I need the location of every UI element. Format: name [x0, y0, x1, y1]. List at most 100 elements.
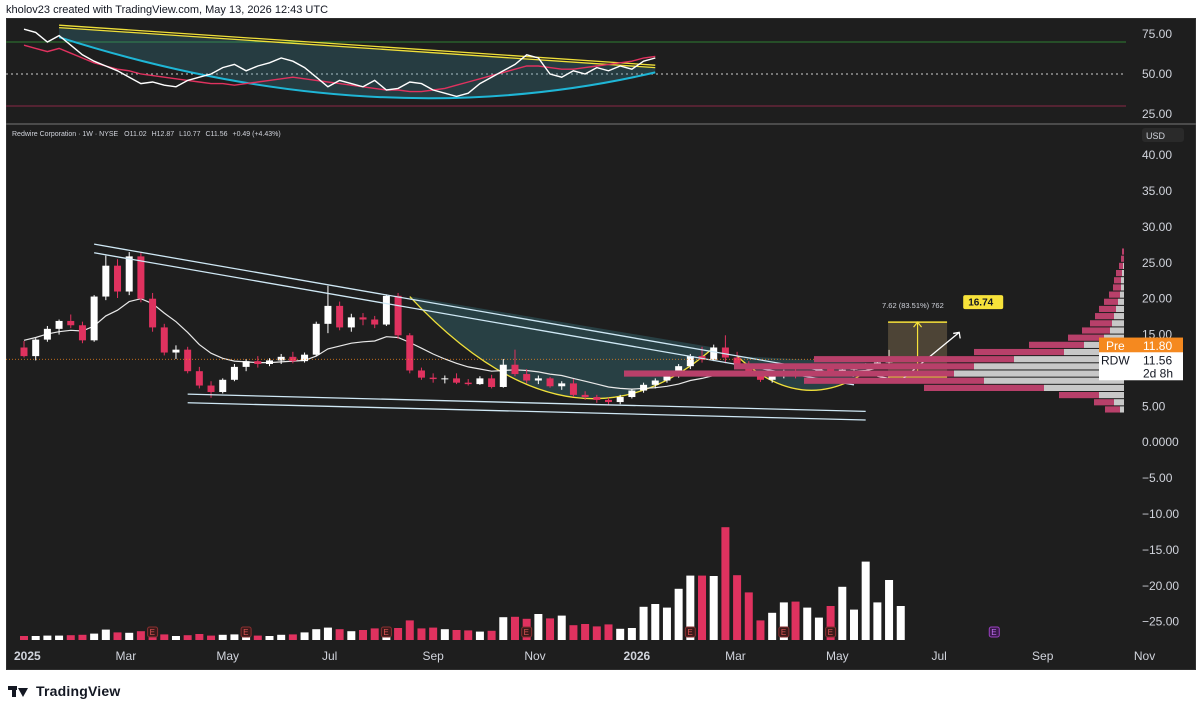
volume-bar — [429, 627, 438, 640]
candle-body — [301, 354, 309, 362]
candle-body — [640, 384, 648, 391]
volume-profile-bar-sell — [1094, 399, 1114, 406]
volume-bar — [510, 616, 519, 640]
volume-profile-bar-buy — [984, 377, 1124, 384]
candle — [78, 321, 86, 344]
volume-bar — [101, 629, 110, 640]
candle-body — [265, 360, 273, 365]
volume-profile-bar-buy — [1118, 298, 1124, 305]
volume-bar — [475, 631, 484, 640]
channel-upper-line — [94, 243, 855, 377]
volume-bar — [499, 617, 508, 640]
volume-bar — [160, 634, 169, 640]
time-tick-label: Mar — [725, 649, 746, 663]
rsi-trendline-1 — [59, 26, 656, 69]
candle-body — [406, 335, 414, 371]
volume-profile-bar-sell — [1109, 291, 1120, 298]
volume-bar — [113, 632, 122, 640]
volume-bar — [20, 636, 28, 640]
volume-bar — [546, 618, 555, 640]
candle-body — [605, 399, 612, 403]
volume-bar — [218, 634, 227, 640]
candle — [219, 378, 227, 394]
volume-profile-bar-sell — [1090, 320, 1112, 327]
volume-bar — [312, 629, 321, 640]
volume-bar — [78, 634, 87, 640]
chart[interactable]: 75.00 50.00 25.00 E E E E E E E E 2025 Mar May Jul Se… — [6, 18, 1196, 670]
volume-bar — [31, 636, 40, 640]
price-tick-label: 5.00 — [1142, 399, 1166, 413]
volume-profile-bar-sell — [1116, 270, 1122, 277]
volume-bar — [394, 628, 403, 640]
earnings-marker-label: E — [383, 628, 388, 637]
volume-bar — [557, 615, 566, 640]
svg-text:USD: USD — [1146, 131, 1166, 141]
candle-body — [137, 256, 145, 299]
last-price-badge — [1099, 352, 1183, 381]
earnings-marker-box — [825, 626, 837, 638]
drawing-overlays: 7.62 (83.51%) 762 16.74 Pre 11.80 RDW 11.562d… — [6, 243, 1183, 421]
earnings-marker: E — [240, 626, 252, 638]
price-tick-label: −20.00 — [1142, 579, 1179, 593]
volume-profile-bar-sell — [624, 370, 954, 377]
volume-bar — [452, 630, 461, 640]
candle — [265, 358, 273, 367]
volume-bar — [569, 625, 578, 640]
candle — [488, 374, 496, 389]
candle — [102, 255, 110, 301]
volume-profile-bar-buy — [1123, 262, 1124, 269]
time-tick-label: Sep — [1032, 649, 1054, 663]
candle-body — [511, 364, 519, 375]
volume-bar — [43, 635, 52, 640]
volume-bar — [639, 606, 648, 640]
candle-body — [55, 320, 63, 329]
candle — [710, 344, 718, 362]
candle — [32, 338, 40, 361]
volume-profile-bar-buy — [954, 370, 1124, 377]
volume-profile-bar-sell — [1082, 327, 1110, 334]
volume-bar — [370, 628, 379, 640]
volume-profile-bar-buy — [1120, 291, 1124, 298]
brand-text: TradingView — [36, 683, 121, 699]
volume-bar — [277, 634, 286, 640]
candle — [371, 315, 379, 329]
volume-bar — [768, 612, 777, 640]
price-tick-label: −25.00 — [1142, 615, 1179, 629]
volume-profile-bar-sell — [1099, 305, 1116, 313]
volume-bar — [253, 635, 262, 640]
volume-profile-bar-buy — [1121, 284, 1124, 291]
price-tick-label: 25.00 — [1142, 256, 1172, 270]
price-tick-label: 40.00 — [1142, 148, 1172, 162]
candle — [511, 349, 519, 377]
candle — [558, 381, 566, 390]
earnings-marker-label: E — [687, 628, 692, 637]
candle-body — [616, 397, 624, 403]
ohlc-low: L10.77 — [179, 131, 201, 138]
volume-profile-bar-buy — [1064, 348, 1124, 356]
volume-profile-bar-buy — [1014, 356, 1124, 363]
earnings-marker-box — [147, 626, 159, 638]
candle — [114, 259, 122, 298]
volume-bar — [756, 620, 765, 640]
candle — [429, 373, 437, 383]
volume-bar — [288, 634, 297, 640]
measure-arrowhead — [913, 321, 923, 328]
candle-body — [499, 364, 507, 387]
pre-market-badge — [1099, 337, 1183, 354]
volume-bar — [885, 580, 894, 640]
earnings-marker-label: E — [243, 628, 248, 637]
candle — [55, 319, 63, 335]
candle-body — [768, 376, 776, 380]
candle — [394, 292, 402, 339]
volume-bar — [838, 586, 847, 640]
candle-body — [593, 397, 601, 400]
rsi-arc — [58, 36, 656, 100]
candle — [90, 295, 98, 342]
measure-label: 7.62 (83.51%) 762 — [882, 301, 944, 310]
volume-profile-bar-buy — [1120, 406, 1124, 413]
volume-profile-bar-buy — [1110, 327, 1124, 334]
volume-profile-bar-sell — [814, 356, 1014, 363]
currency-badge[interactable]: USD — [1142, 128, 1184, 142]
volume-profile-bar-buy — [1099, 392, 1124, 399]
candle-body — [195, 371, 203, 386]
